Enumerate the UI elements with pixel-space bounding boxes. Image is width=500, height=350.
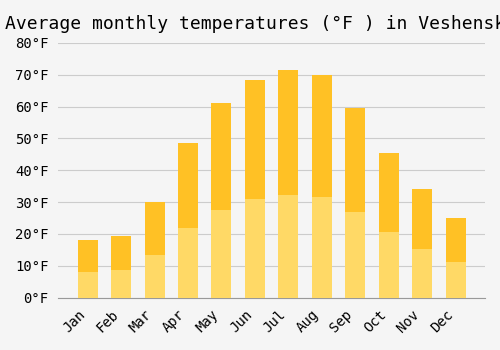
Bar: [278, 70, 298, 298]
Bar: [111, 236, 131, 298]
Bar: [178, 228, 198, 298]
Bar: [144, 202, 165, 298]
Bar: [78, 272, 98, 298]
Bar: [312, 197, 332, 298]
Bar: [345, 108, 366, 298]
Bar: [312, 75, 332, 298]
Bar: [378, 153, 398, 298]
Bar: [245, 79, 265, 298]
Bar: [144, 255, 165, 298]
Bar: [412, 189, 432, 298]
Bar: [378, 232, 398, 298]
Bar: [212, 103, 232, 298]
Bar: [446, 218, 466, 298]
Bar: [446, 262, 466, 298]
Bar: [212, 210, 232, 298]
Bar: [412, 249, 432, 298]
Bar: [345, 212, 366, 298]
Bar: [78, 240, 98, 298]
Bar: [245, 199, 265, 298]
Bar: [278, 195, 298, 298]
Bar: [111, 270, 131, 298]
Title: Average monthly temperatures (°F ) in Veshenskaya: Average monthly temperatures (°F ) in Ve…: [5, 15, 500, 33]
Bar: [178, 143, 198, 298]
